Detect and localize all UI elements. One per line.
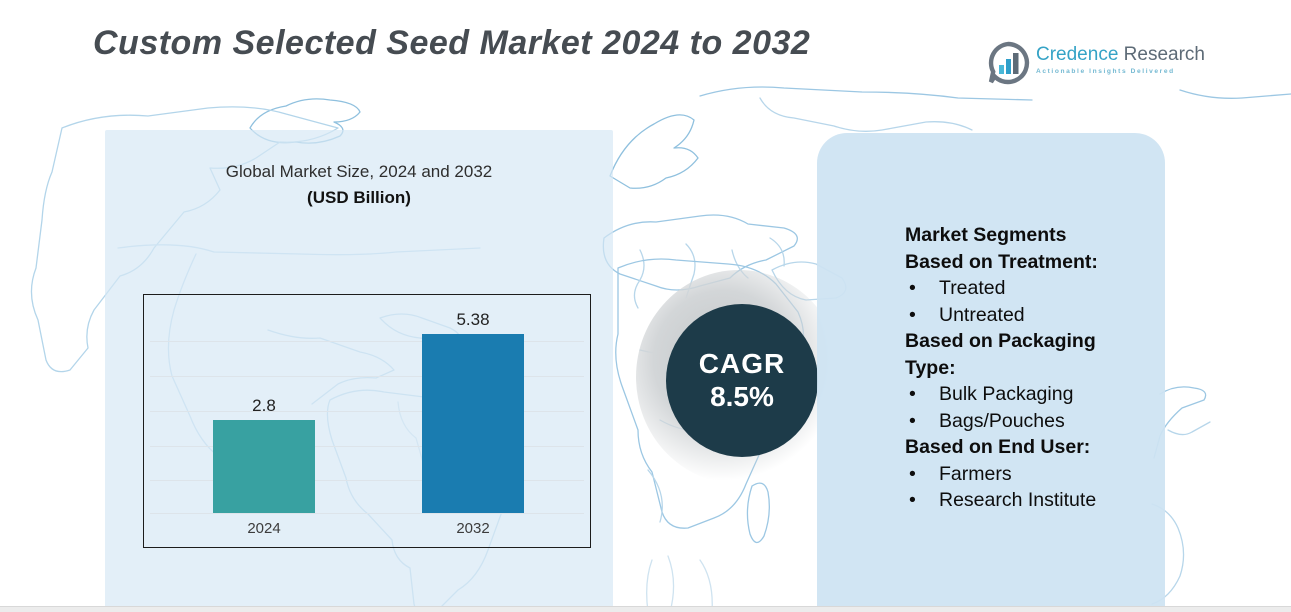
segments-heading: Market Segments <box>905 224 1067 246</box>
logo-brand-secondary: Research <box>1123 44 1205 65</box>
segment-item: • Bulk Packaging <box>905 381 1141 408</box>
segment-group-label: Based on Treatment: <box>905 250 1098 273</box>
bottom-strip <box>0 606 1291 612</box>
logo-text: Credence Research Actionable Insights De… <box>1036 41 1205 76</box>
gridline <box>150 341 584 342</box>
bar-chart: 2.8 2024 5.38 2032 <box>143 294 591 548</box>
bar-rect-2024 <box>213 420 315 513</box>
gridline <box>150 411 584 412</box>
credence-research-logo: Credence Research Actionable Insights De… <box>986 41 1205 85</box>
segments-block: Market Segments Based on Treatment: • Trea… <box>817 133 1165 514</box>
bar-rect-2032 <box>422 334 524 513</box>
segment-item: • Bags/Pouches <box>905 408 1141 435</box>
segment-group-label: Based on Packaging Type: <box>905 330 1096 379</box>
bullet-icon: • <box>909 277 916 299</box>
x-axis-label: 2024 <box>247 520 281 537</box>
cagr-badge: CAGR 8.5% <box>666 304 818 457</box>
segment-item-label: Treated <box>939 277 1006 299</box>
segment-item: • Treated <box>905 275 1141 302</box>
gridline <box>150 376 584 377</box>
market-size-panel: Global Market Size, 2024 and 2032 (USD B… <box>105 130 613 612</box>
segment-item-label: Bulk Packaging <box>939 383 1074 405</box>
gridline <box>150 513 584 514</box>
bar-2032: 5.38 <box>422 295 524 513</box>
segment-item-label: Untreated <box>939 303 1025 326</box>
market-segments-panel: Market Segments Based on Treatment: • Trea… <box>817 133 1165 612</box>
logo-tagline: Actionable Insights Delivered <box>1036 68 1175 75</box>
cagr-value: 8.5% <box>710 380 774 412</box>
segment-item-label: Research Institute <box>939 489 1097 511</box>
logo-brand-primary: Credence <box>1036 44 1119 65</box>
gridline <box>150 446 584 447</box>
bullet-icon: • <box>909 303 916 326</box>
segment-item-label: Bags/Pouches <box>939 409 1065 432</box>
bar-2024: 2.8 <box>213 295 315 513</box>
chart-subtitle: (USD Billion) <box>307 188 411 207</box>
bar-value-label: 5.38 <box>456 310 490 329</box>
gridline <box>150 480 584 481</box>
segment-item: • Untreated <box>905 302 1141 329</box>
bullet-icon: • <box>909 462 916 485</box>
page-title: Custom Selected Seed Market 2024 to 2032 <box>93 24 811 62</box>
bullet-icon: • <box>909 409 916 432</box>
chart-title: Global Market Size, 2024 and 2032 <box>225 162 493 181</box>
bar-value-label: 2.8 <box>252 396 276 415</box>
segment-group-label: Based on End User: <box>905 436 1091 458</box>
bullet-icon: • <box>909 489 916 511</box>
logo-bar-chart-icon <box>988 41 1030 85</box>
x-axis-label: 2032 <box>456 520 490 537</box>
segment-item-label: Farmers <box>939 462 1012 485</box>
segment-item: • Research Institute <box>905 487 1141 514</box>
segment-item: • Farmers <box>905 461 1141 488</box>
cagr-label: CAGR <box>698 347 786 379</box>
bullet-icon: • <box>909 383 916 405</box>
